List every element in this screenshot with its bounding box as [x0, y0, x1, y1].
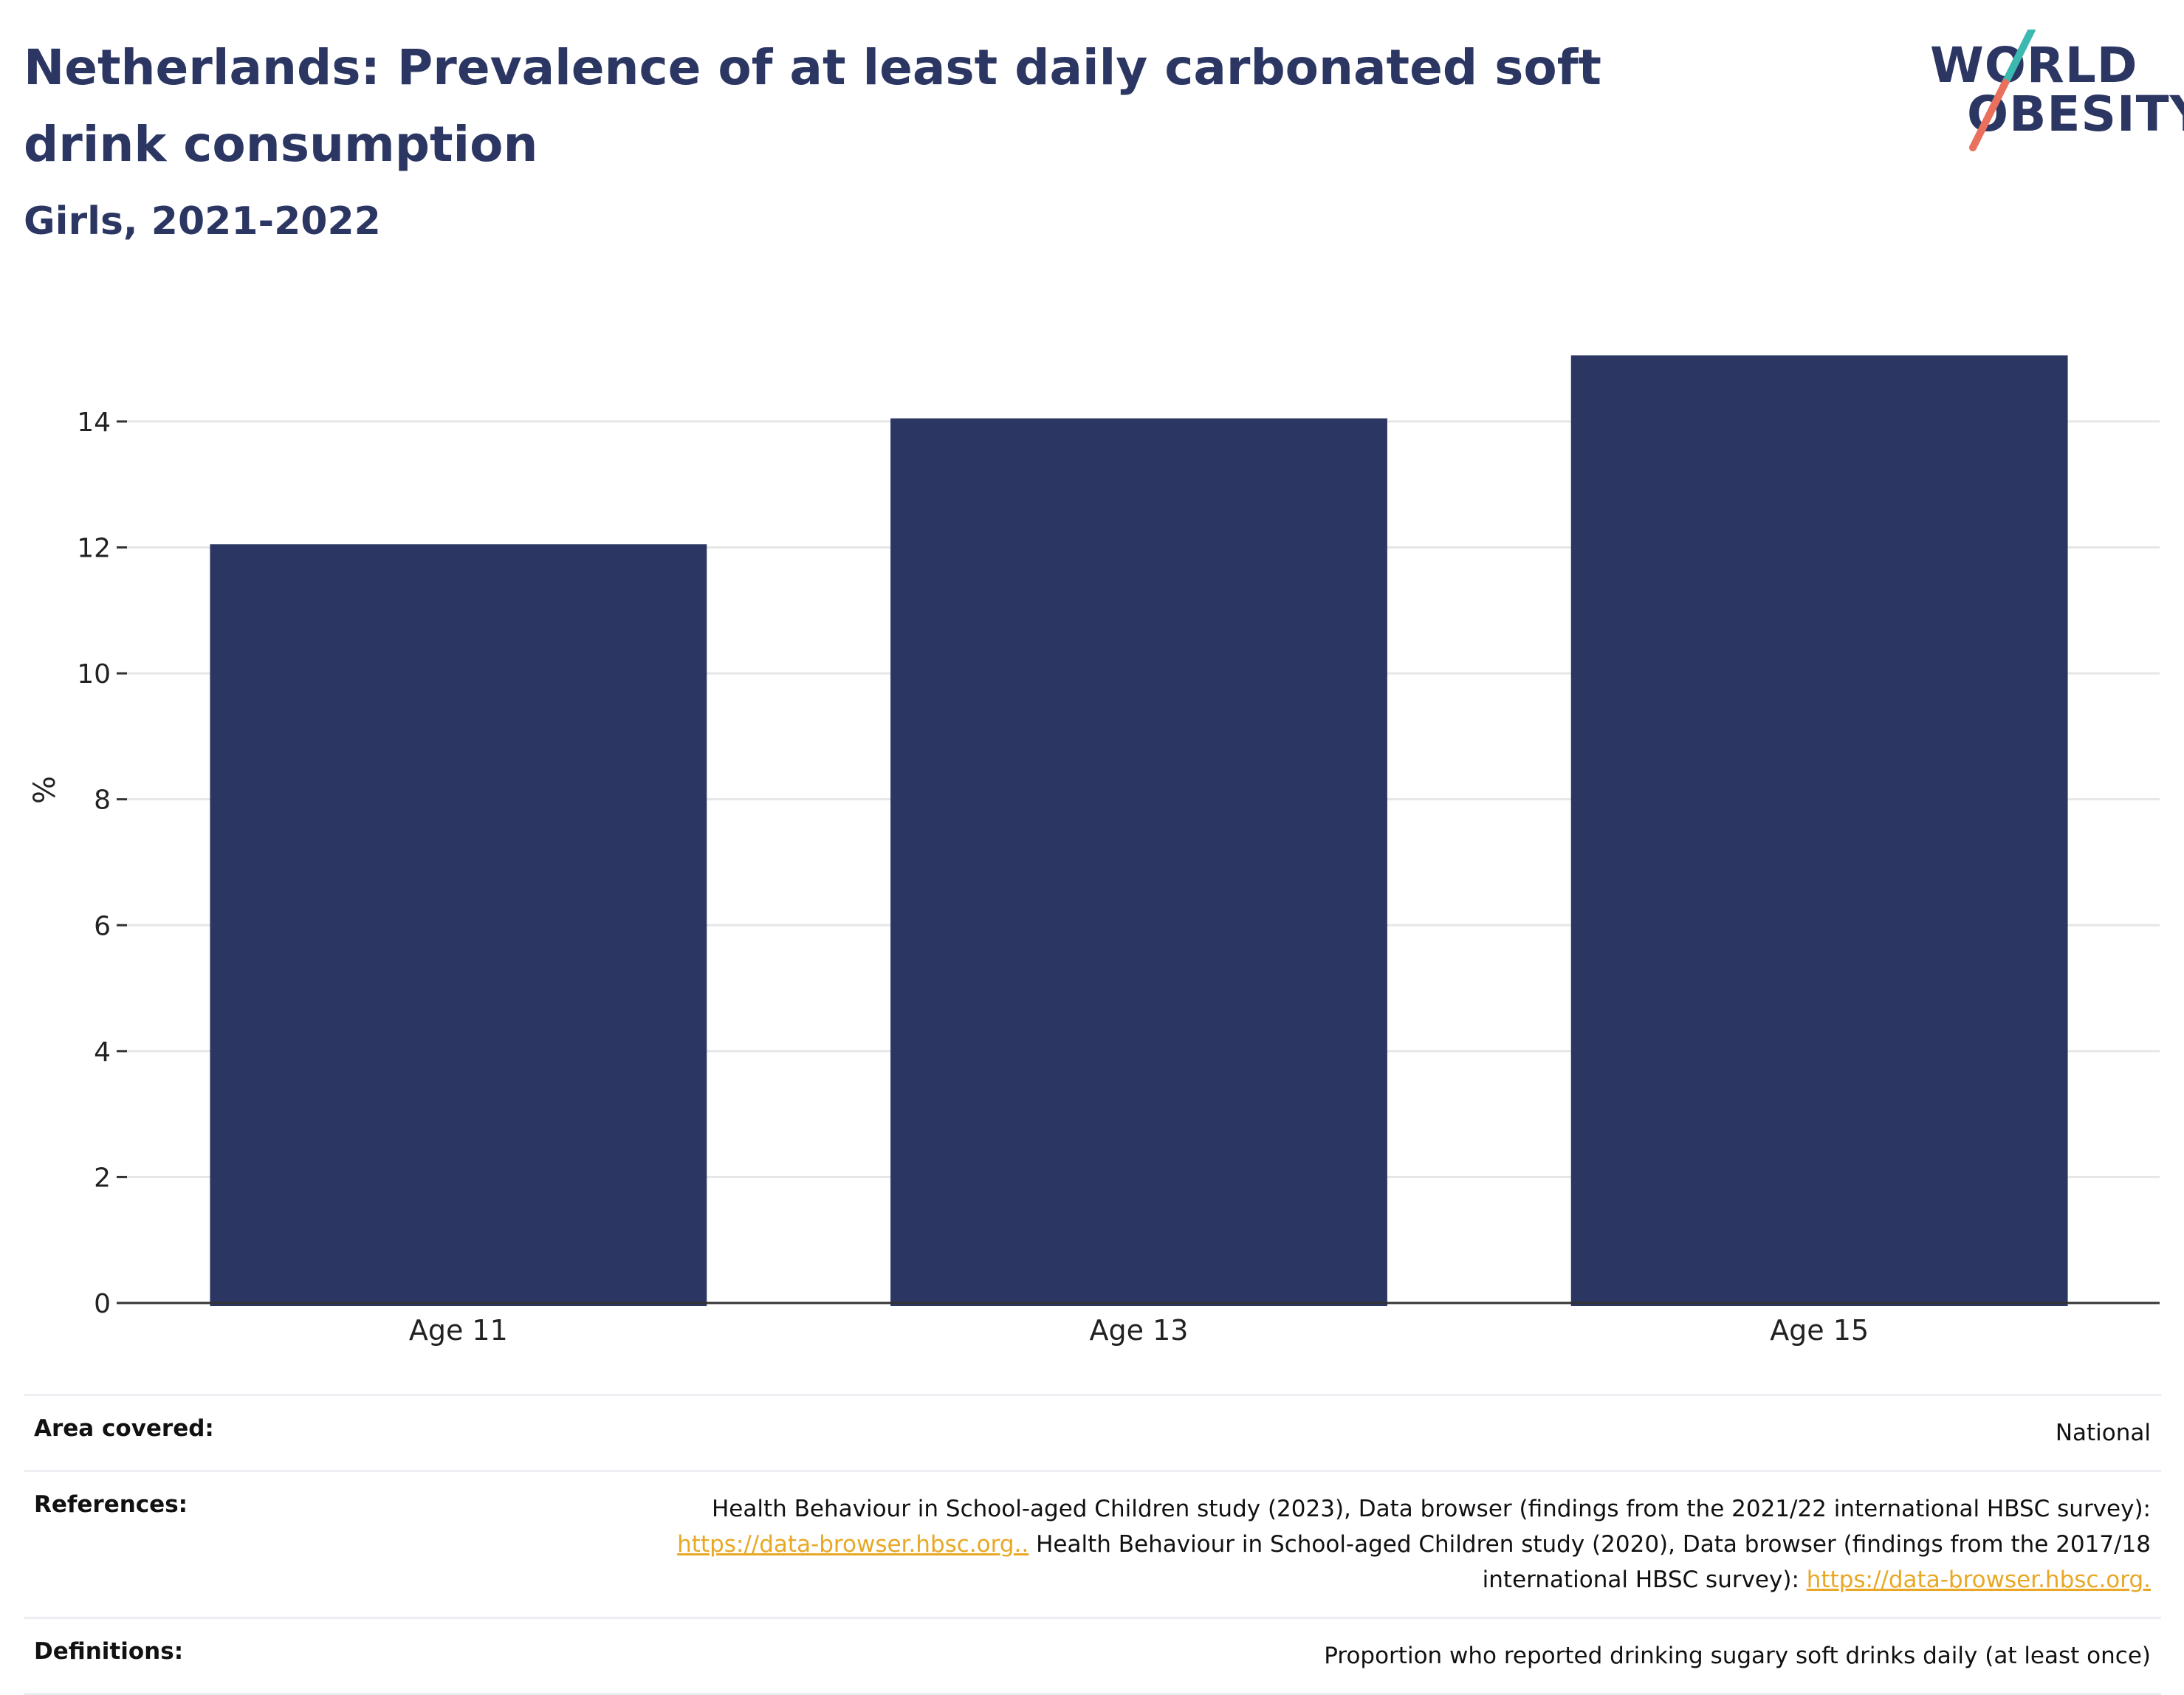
meta-row-references: References: Health Behaviour in School-a… — [24, 1470, 2161, 1617]
y-tick-label: 2 — [94, 1163, 111, 1193]
y-tick-label: 8 — [94, 785, 111, 816]
bar-chart: 0 2 4 6 8 10 12 14 Age 11 Age 13 Age 15 % — [28, 355, 2160, 1347]
metadata-table: Area covered: National References: Healt… — [24, 1394, 2161, 1695]
y-tick-label: 10 — [77, 659, 111, 690]
references-value: Health Behaviour in School-aged Children… — [674, 1491, 2151, 1598]
definitions-label: Definitions: — [34, 1638, 184, 1665]
logo-slash-icon — [1969, 30, 2036, 151]
y-tick-label: 14 — [77, 408, 111, 438]
bar-age-11 — [210, 544, 707, 1306]
bar-layer — [210, 355, 2068, 1307]
chart-subtitle: Girls, 2021-2022 — [24, 199, 381, 244]
world-obesity-logo: WORLD OBESITY — [1924, 30, 2184, 159]
meta-row-area: Area covered: National — [24, 1394, 2161, 1470]
logo-word-obesity: OBESITY — [1967, 86, 2184, 142]
axis-layer: 0 2 4 6 8 10 12 14 Age 11 Age 13 Age 15 — [77, 408, 2160, 1347]
y-tick-label: 6 — [94, 911, 111, 941]
area-covered-value: National — [2055, 1420, 2151, 1446]
meta-row-definitions: Definitions: Proportion who reported dri… — [24, 1617, 2161, 1695]
reference-link-1[interactable]: https://data-browser.hbsc.org.. — [677, 1531, 1029, 1558]
logo-word-world: WORLD — [1930, 37, 2138, 94]
reference-text-2: Health Behaviour in School-aged Children… — [1036, 1531, 2151, 1593]
definitions-value: Proportion who reported drinking sugary … — [1324, 1643, 2151, 1669]
chart-title: Netherlands: Prevalence of at least dail… — [24, 39, 1601, 173]
bar-age-15 — [1570, 355, 2068, 1307]
references-label: References: — [34, 1491, 188, 1518]
y-tick-label: 0 — [94, 1289, 111, 1319]
x-category-label: Age 15 — [1770, 1314, 1869, 1347]
x-category-label: Age 11 — [409, 1314, 508, 1347]
reference-link-2[interactable]: https://data-browser.hbsc.org. — [1806, 1567, 2151, 1593]
x-category-label: Age 13 — [1090, 1314, 1189, 1347]
y-tick-label: 12 — [77, 534, 111, 564]
y-tick-label: 4 — [94, 1037, 111, 1067]
y-axis-label: % — [28, 776, 62, 804]
reference-text-1: Health Behaviour in School-aged Children… — [712, 1496, 2151, 1522]
bar-age-13 — [890, 418, 1387, 1307]
area-covered-label: Area covered: — [34, 1415, 214, 1442]
